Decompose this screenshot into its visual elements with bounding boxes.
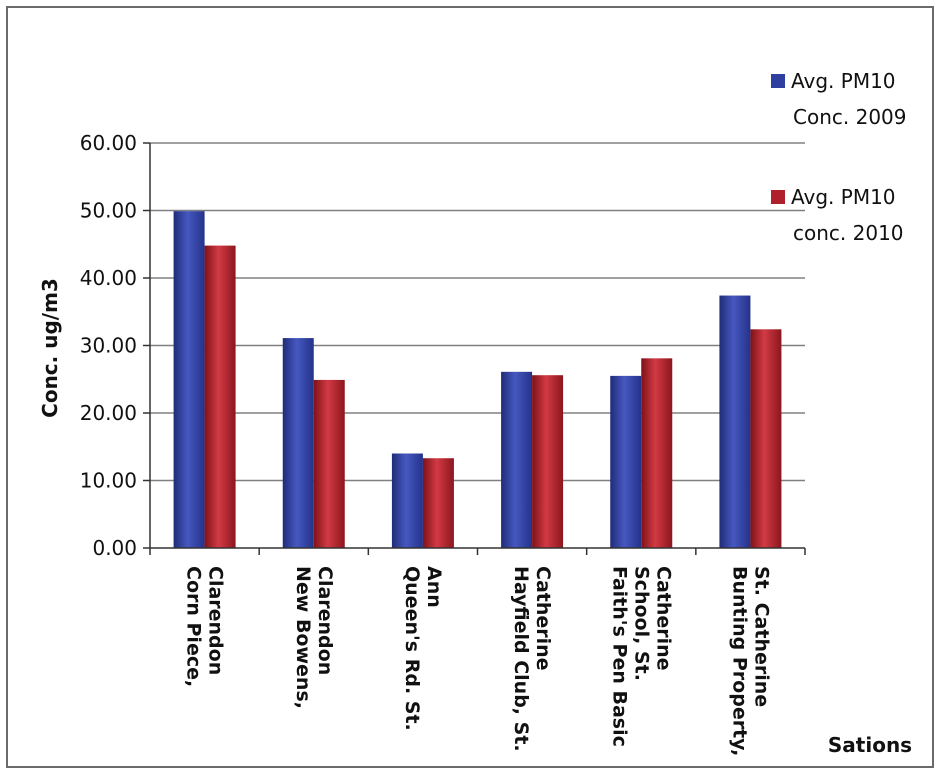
category-label-line: Clarendon [205,566,227,675]
category-label: New Bowens, Clarendon [292,566,336,709]
bar-series-2 [313,379,345,548]
legend-label: conc. 2010 [793,221,904,245]
legend: Avg. PM10 Conc. 2009 Avg. PM10 conc. 2010 [771,69,907,245]
bars [173,211,782,549]
y-tick-label: 50.00 [80,199,137,223]
y-tick-labels: 0.00 10.00 20.00 30.00 40.00 50.00 60.00 [80,131,137,560]
category-label-line: Queen's Rd. St. [401,566,423,731]
category-label-line: Catherine [532,566,554,671]
category-label-line: St. Catherine [750,566,772,707]
category-label: Hayfield Club, St. Catherine [510,566,554,752]
y-tick-label: 0.00 [92,536,137,560]
y-tick-label: 30.00 [80,334,137,358]
legend-label: Avg. PM10 [791,185,896,209]
category-label-line: Faith's Pen Basic [608,566,630,747]
category-label-line: New Bowens, [292,566,314,709]
legend-swatch [771,74,785,88]
bar-series-2 [750,329,782,548]
category-label-line: School, St. [630,566,652,681]
category-label: Queen's Rd. St. Ann [401,566,445,731]
bar-series-2 [641,358,673,548]
bar-series-1 [501,371,533,548]
category-label: Bunting Property, St. Catherine [728,566,772,756]
category-label-line: Corn Piece, [183,566,205,687]
bar-series-2 [204,245,236,548]
legend-label: Avg. PM10 [791,69,896,93]
y-tick-label: 10.00 [80,469,137,493]
category-label: Faith's Pen Basic School, St. Catherine [608,566,674,747]
bar-series-1 [282,338,314,548]
category-label-line: Catherine [652,566,674,671]
y-axis-label: Conc. ug/m3 [38,278,62,418]
y-tick-label: 20.00 [80,401,137,425]
gridlines [150,142,805,482]
category-label-line: Hayfield Club, St. [510,566,532,752]
bar-series-1 [391,453,423,548]
category-label: Corn Piece, Clarendon [183,566,227,687]
bar-series-1 [173,211,205,549]
category-label-line: Ann [423,566,445,608]
axes [143,142,806,555]
category-label-line: Bunting Property, [728,566,750,756]
legend-label: Conc. 2009 [793,105,907,129]
bar-series-2 [532,375,564,548]
y-tick-label: 40.00 [80,266,137,290]
bar-series-1 [719,295,751,548]
x-axis-label: Sations [828,733,912,757]
y-tick-label: 60.00 [80,131,137,155]
bar-series-1 [610,375,642,548]
legend-swatch [771,190,785,204]
bar-series-2 [422,458,454,548]
category-label-line: Clarendon [314,566,336,675]
category-labels: Corn Piece, Clarendon New Bowens, Clarendon… [183,566,773,756]
